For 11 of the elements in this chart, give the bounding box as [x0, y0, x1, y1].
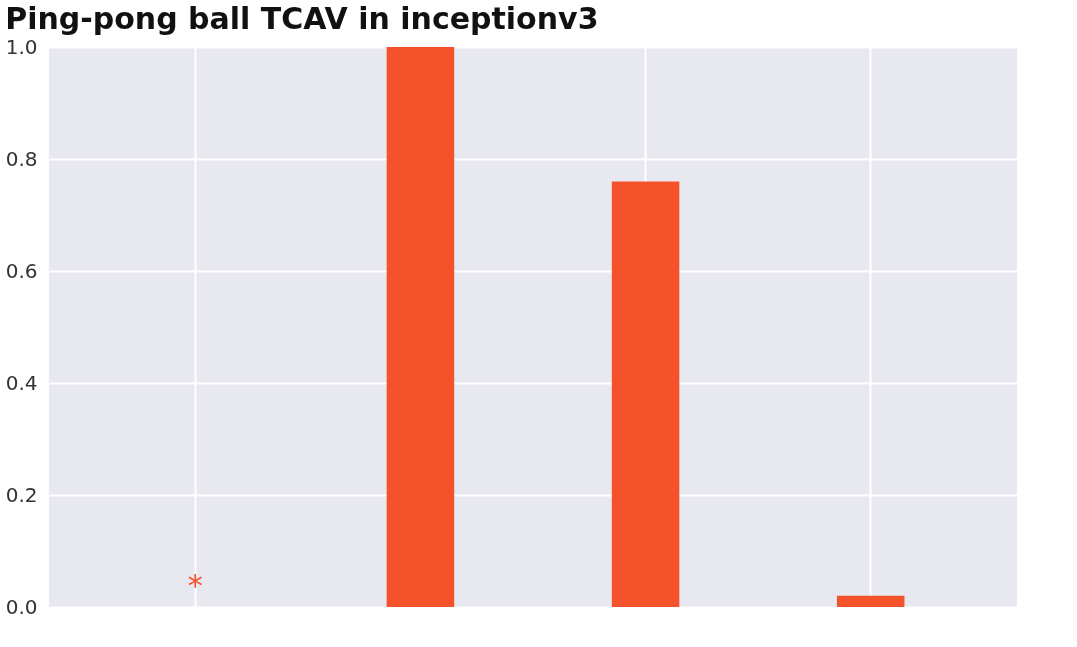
chart-title: Ping-pong ball TCAV in inceptionv3: [5, 1, 599, 36]
bar: [836, 595, 905, 607]
bar: [386, 47, 455, 607]
y-tick-label: 0.4: [5, 370, 38, 395]
y-tick-label: 1.0: [5, 34, 38, 59]
y-tick-label: 0.8: [5, 146, 38, 171]
annotation: *: [187, 568, 203, 603]
y-tick-label: 0.0: [5, 594, 38, 619]
y-tick-label: 0.2: [5, 482, 38, 507]
y-tick-label: 0.6: [5, 258, 38, 283]
bar: [611, 181, 680, 607]
